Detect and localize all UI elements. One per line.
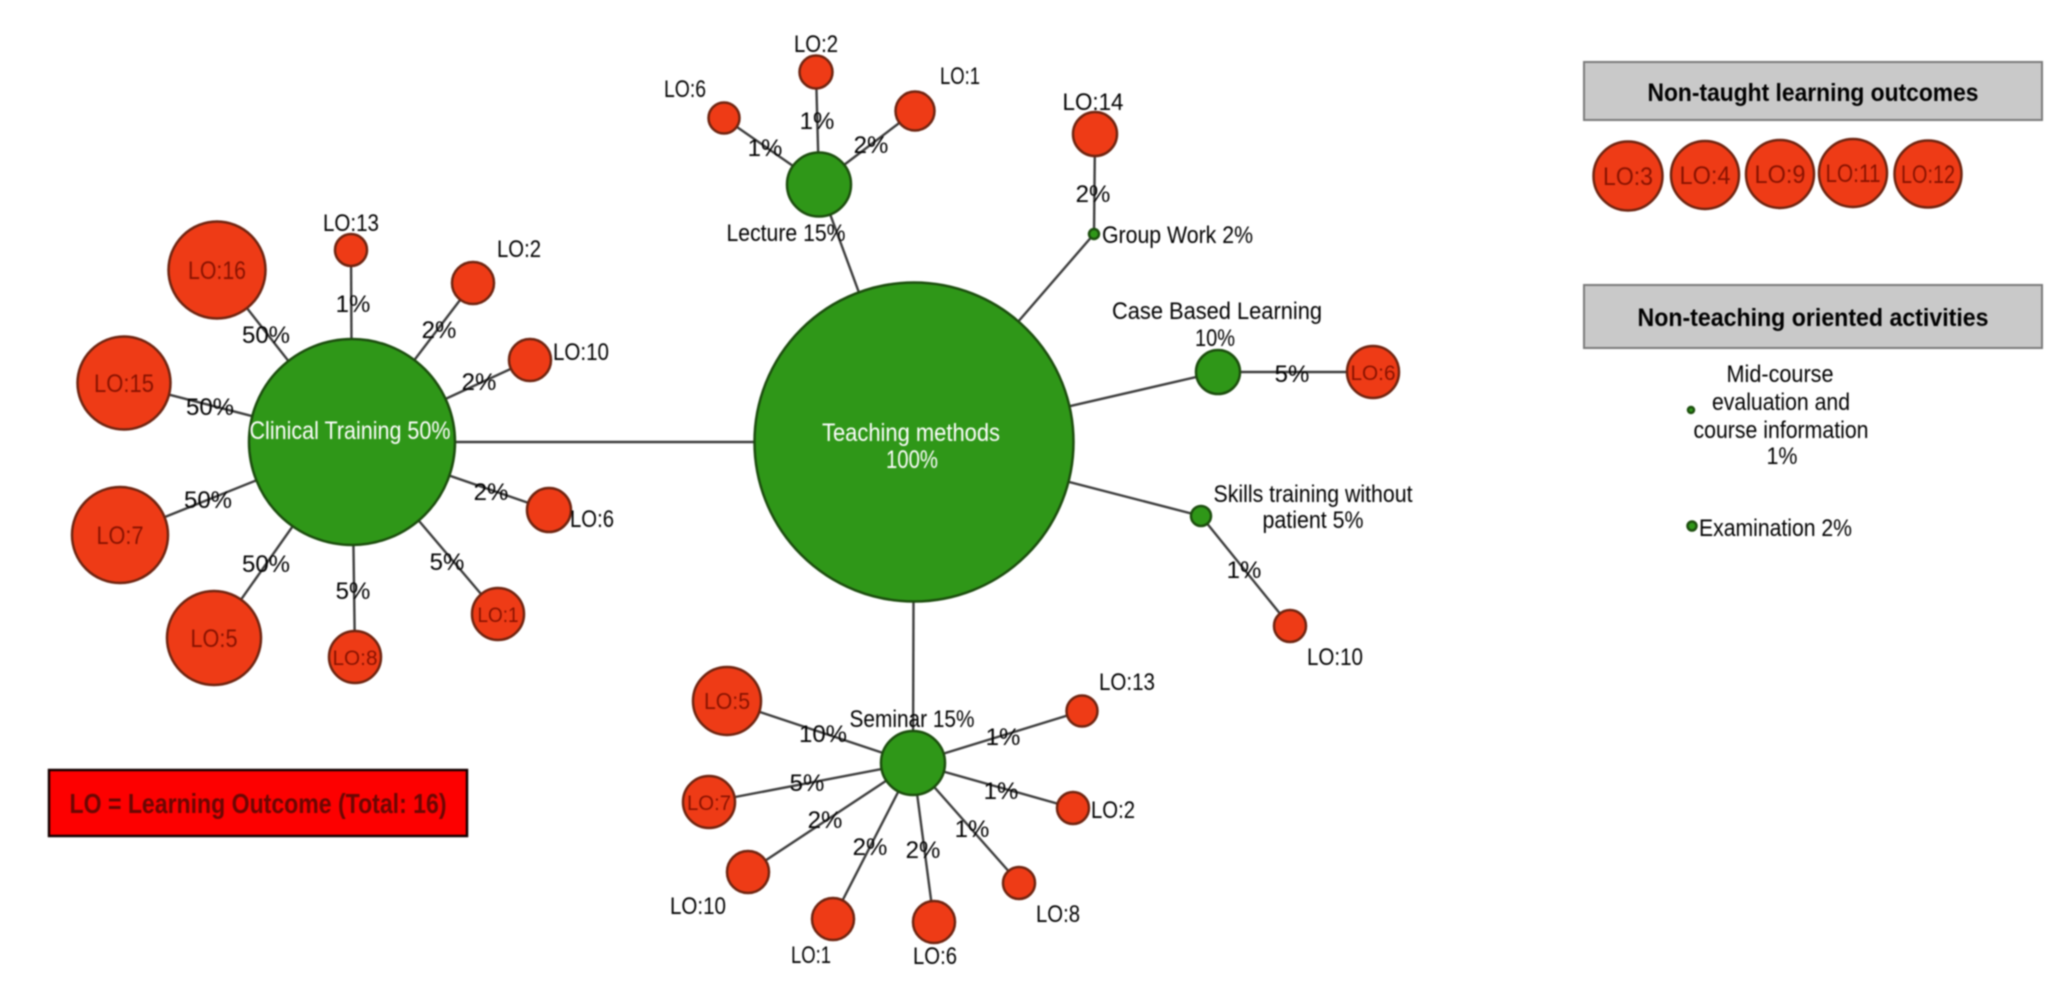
svg-text:patient 5%: patient 5% <box>1263 507 1364 534</box>
svg-text:LO:9: LO:9 <box>1755 161 1806 189</box>
svg-text:LO:15: LO:15 <box>94 370 154 398</box>
svg-text:2%: 2% <box>1076 181 1111 208</box>
svg-text:Non-teaching oriented activiti: Non-teaching oriented activities <box>1638 304 1989 332</box>
svg-text:10%: 10% <box>799 721 847 748</box>
svg-text:LO:6: LO:6 <box>1351 362 1396 385</box>
svg-text:50%: 50% <box>186 394 234 421</box>
svg-text:5%: 5% <box>1275 361 1310 388</box>
svg-text:2%: 2% <box>854 132 889 159</box>
svg-text:LO:5: LO:5 <box>704 688 750 714</box>
svg-text:2%: 2% <box>906 837 941 864</box>
svg-text:LO:13: LO:13 <box>323 210 379 237</box>
svg-text:1%: 1% <box>748 135 783 162</box>
svg-text:1%: 1% <box>336 291 371 318</box>
svg-text:LO:7: LO:7 <box>97 522 144 550</box>
svg-text:LO:6: LO:6 <box>664 76 706 103</box>
svg-text:1%: 1% <box>984 778 1019 805</box>
svg-text:LO:2: LO:2 <box>794 31 838 58</box>
svg-text:50%: 50% <box>242 322 290 349</box>
svg-text:Mid-course: Mid-course <box>1727 361 1834 388</box>
svg-text:2%: 2% <box>474 479 509 506</box>
svg-text:LO = Learning Outcome (Total:: LO = Learning Outcome (Total: 16) <box>70 788 447 819</box>
svg-text:5%: 5% <box>336 578 371 605</box>
svg-text:evaluation and: evaluation and <box>1712 389 1850 416</box>
svg-text:LO:5: LO:5 <box>191 625 238 653</box>
svg-text:LO:8: LO:8 <box>333 647 378 670</box>
svg-text:Lecture 15%: Lecture 15% <box>727 220 846 247</box>
svg-text:LO:10: LO:10 <box>553 339 609 366</box>
svg-text:2%: 2% <box>422 317 457 344</box>
svg-text:1%: 1% <box>986 724 1021 751</box>
svg-text:LO:10: LO:10 <box>670 893 726 920</box>
svg-text:LO:2: LO:2 <box>1091 797 1135 824</box>
svg-text:LO:13: LO:13 <box>1099 669 1155 696</box>
svg-text:LO:1: LO:1 <box>791 942 831 969</box>
svg-text:1%: 1% <box>1227 557 1262 584</box>
svg-text:Case Based Learning: Case Based Learning <box>1112 298 1322 325</box>
svg-text:1%: 1% <box>955 816 990 843</box>
svg-text:LO:8: LO:8 <box>1036 901 1080 928</box>
svg-text:LO:16: LO:16 <box>188 257 246 285</box>
svg-text:50%: 50% <box>242 551 290 578</box>
svg-text:LO:11: LO:11 <box>1826 160 1881 188</box>
svg-text:2%: 2% <box>853 834 888 861</box>
svg-text:5%: 5% <box>430 549 465 576</box>
svg-text:LO:2: LO:2 <box>497 236 541 263</box>
svg-text:Examination 2%: Examination 2% <box>1699 515 1852 542</box>
svg-text:LO:7: LO:7 <box>687 792 731 815</box>
svg-text:LO:14: LO:14 <box>1063 89 1124 116</box>
svg-text:2%: 2% <box>808 807 843 834</box>
svg-text:LO:12: LO:12 <box>1901 161 1955 189</box>
svg-text:Group Work 2%: Group Work 2% <box>1102 222 1253 249</box>
svg-text:LO:1: LO:1 <box>478 604 519 627</box>
svg-text:Seminar 15%: Seminar 15% <box>850 706 975 733</box>
svg-text:LO:3: LO:3 <box>1603 163 1653 191</box>
svg-text:Non-taught learning outcomes: Non-taught learning outcomes <box>1648 79 1979 107</box>
svg-text:2%: 2% <box>462 369 497 396</box>
svg-text:1%: 1% <box>1767 443 1798 470</box>
svg-text:Teaching methods: Teaching methods <box>822 419 1000 447</box>
svg-text:Clinical Training 50%: Clinical Training 50% <box>250 417 451 445</box>
svg-text:LO:6: LO:6 <box>570 506 614 533</box>
svg-text:10%: 10% <box>1195 325 1235 352</box>
svg-text:course information: course information <box>1694 417 1869 444</box>
svg-text:LO:6: LO:6 <box>913 943 957 970</box>
svg-text:5%: 5% <box>790 770 825 797</box>
svg-text:50%: 50% <box>184 487 232 514</box>
svg-text:LO:4: LO:4 <box>1680 162 1731 190</box>
svg-text:1%: 1% <box>800 108 835 135</box>
svg-text:Skills training without: Skills training without <box>1214 481 1413 508</box>
svg-text:LO:10: LO:10 <box>1307 644 1363 671</box>
svg-text:LO:1: LO:1 <box>940 63 980 90</box>
svg-text:100%: 100% <box>886 446 938 474</box>
